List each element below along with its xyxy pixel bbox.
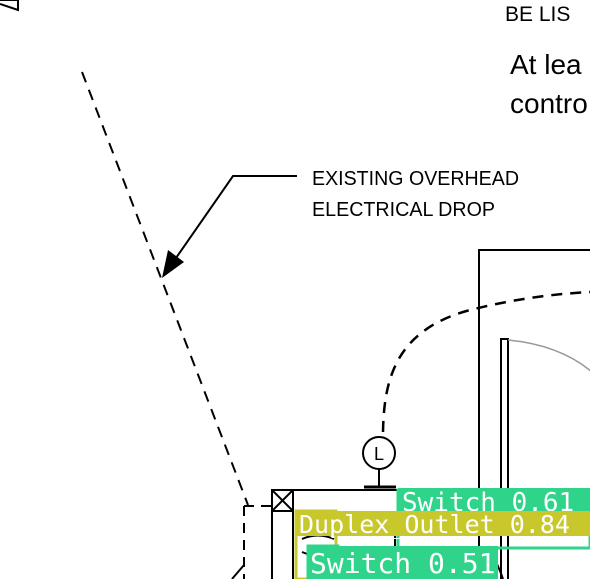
detection-label-switch-lower: Switch 0.51 (310, 547, 495, 579)
detection-box-switch-lower (306, 544, 340, 579)
light-fixture-icon (362, 436, 396, 470)
note-line-3: contro (510, 88, 588, 119)
detection-switch-lower: Switch 0.51 (306, 544, 498, 579)
door-swing-arc (507, 339, 590, 372)
detection-label-bg-switch-lower (308, 546, 498, 579)
drop-dashed-continuation (243, 505, 272, 579)
detection-duplex-outlet: Duplex_Outlet 0.84 (294, 509, 590, 579)
note-line-2: At lea (510, 49, 582, 80)
note-line-1: BE LIS (505, 3, 570, 26)
detection-label-bg-duplex-outlet (296, 511, 590, 536)
wiring-dashed-arc (381, 290, 590, 433)
callout-arrow-icon (162, 250, 184, 278)
callout-line-2: ELECTRICAL DROP (312, 199, 495, 221)
small-arrow-icon (231, 564, 245, 579)
building-outline (478, 249, 590, 579)
detection-label-duplex-outlet: Duplex_Outlet 0.84 (299, 510, 570, 539)
door-leaf (500, 338, 509, 579)
detection-label-bg-switch-upper (398, 488, 590, 514)
callout-leader-line (175, 175, 297, 259)
junction-box-x-icon (271, 489, 294, 512)
overhead-drop-dashed-line (81, 71, 249, 506)
callout-line-1: EXISTING OVERHEAD (312, 168, 519, 190)
corner-fragment (0, 0, 19, 12)
light-fixture-letter: L (374, 444, 384, 464)
